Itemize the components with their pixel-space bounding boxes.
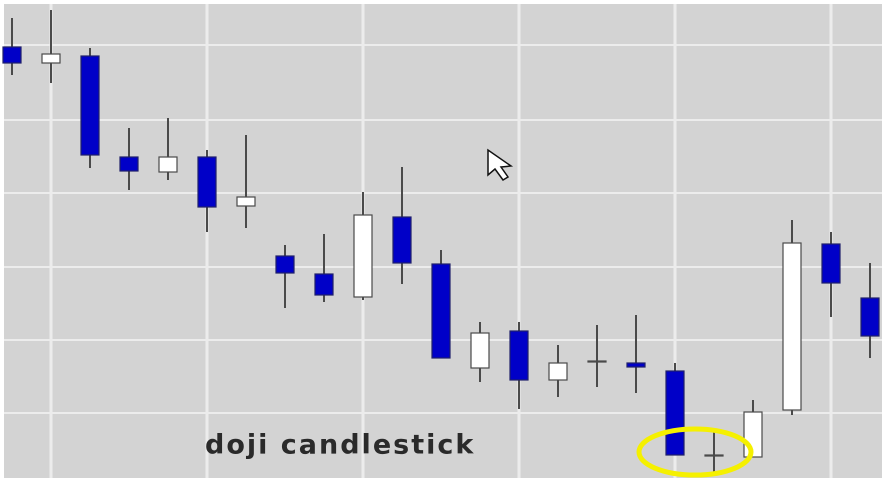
- candle-body: [509, 330, 529, 381]
- candle-body: [821, 243, 841, 284]
- candle-body: [548, 362, 568, 381]
- candle-body: [704, 454, 724, 457]
- candle-body: [626, 362, 646, 368]
- candle-body: [392, 216, 412, 264]
- candle-body: [782, 242, 802, 411]
- candle-body: [197, 156, 217, 208]
- candle-body: [275, 255, 295, 274]
- candle-body: [314, 273, 334, 296]
- candle-body: [353, 214, 373, 298]
- candle-body: [41, 53, 61, 64]
- candle-body: [470, 332, 490, 369]
- highlight-circle: [636, 426, 754, 478]
- candle-body: [431, 263, 451, 359]
- candle-body: [236, 196, 256, 207]
- candle-body: [158, 156, 178, 173]
- candle-body: [587, 360, 607, 363]
- plot-background: [4, 4, 882, 478]
- candle-body: [80, 55, 100, 156]
- candle-body: [119, 156, 139, 172]
- candle-body: [2, 46, 22, 64]
- candle-body: [860, 297, 880, 337]
- annotation: doji candlestick: [205, 430, 475, 461]
- candle-body: [665, 370, 685, 456]
- mouse-cursor: [487, 148, 514, 181]
